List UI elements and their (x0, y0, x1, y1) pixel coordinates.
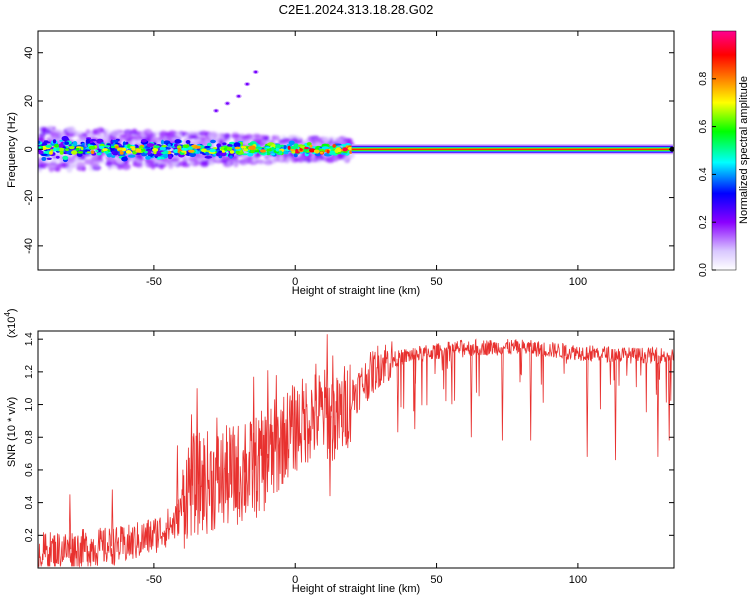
y-tick: 0.2 (24, 528, 674, 542)
y-tick-label: -40 (23, 238, 35, 254)
scale-factor-exponent: 4 (3, 312, 12, 317)
scale-factor-base: (x10 (6, 317, 18, 338)
colorbar-tick: 0.6 (698, 119, 716, 134)
x-tick: 50 (430, 331, 443, 586)
y-tick: 0.6 (24, 463, 674, 477)
colorbar-label: Normalized spectral amplitude (738, 76, 750, 224)
y-tick-label: 1.2 (24, 365, 35, 379)
y-tick: 0.4 (24, 495, 674, 510)
spectrogram-heatmap (38, 70, 674, 173)
x-tick-label: -50 (146, 574, 162, 586)
x-tick-label: 0 (292, 574, 298, 586)
colorbar-tick: 0.8 (698, 71, 716, 86)
colorbar-tick-label: 0.4 (698, 167, 709, 181)
y-tick: 1.2 (24, 365, 674, 379)
y-tick: 40 (23, 47, 674, 59)
x-tick: 0 (292, 331, 298, 586)
y-tick-label: 0.6 (24, 463, 35, 477)
y-tick-label: 0.2 (24, 528, 35, 542)
spectral-blobs (38, 135, 355, 163)
y-tick: -40 (23, 238, 674, 254)
y-tick: 0 (23, 146, 674, 152)
snr-x-ticks: -50 0 50 100 (146, 331, 587, 586)
x-tick-label: 100 (569, 276, 587, 288)
snr-frame (37, 330, 675, 569)
y-tick-label: 0.4 (24, 495, 35, 509)
colorbar-tick-label: 0.6 (698, 119, 709, 133)
colorbar-tick-label: 0.2 (698, 215, 709, 229)
spectrogram-frame (37, 30, 675, 271)
y-tick: 1.0 (24, 397, 674, 412)
x-tick: 100 (569, 31, 587, 288)
y-tick: 20 (23, 95, 674, 107)
colorbar-gradient (711, 30, 737, 271)
y-tick-label: 40 (23, 47, 35, 59)
y-tick-label: 0 (23, 146, 35, 152)
y-tick: 0.8 (24, 430, 674, 444)
x-tick: -50 (146, 31, 162, 288)
colorbar: 0.0 0.2 0.4 0.6 0.8 Normalized spectral ampl… (698, 30, 750, 277)
colorbar-tick-label: 0.0 (698, 263, 709, 277)
colorbar-tick: 0.0 (698, 263, 716, 277)
x-tick-label: 100 (569, 574, 587, 586)
x-tick: -50 (146, 331, 162, 586)
svg-text:(x104): (x104) (3, 308, 18, 338)
snr-x-axis-label: Height of straight line (km) (292, 583, 420, 595)
x-tick-label: 0 (292, 276, 298, 288)
x-tick: 50 (430, 31, 443, 288)
spectrogram-y-ticks: -40 -20 0 20 40 (23, 47, 674, 254)
chart-title: C2E1.2024.313.18.28.G02 (279, 2, 434, 17)
snr-y-axis-label: SNR (10 * v/v) (6, 397, 18, 467)
y-tick-label: 20 (23, 95, 35, 107)
snr-background (38, 331, 674, 568)
spectrogram-x-axis-label: Height of straight line (km) (292, 285, 420, 297)
y-tick-label: 1.4 (24, 332, 35, 346)
x-tick-label: 50 (430, 574, 442, 586)
x-tick: 100 (569, 331, 587, 586)
colorbar-ticks: 0.0 0.2 0.4 0.6 0.8 (698, 71, 716, 277)
x-tick-label: -50 (146, 276, 162, 288)
x-tick-label: 50 (430, 276, 442, 288)
snr-series-line (38, 334, 674, 568)
snr-y-ticks: 0.2 0.4 0.6 0.8 1.0 1.2 1.4 (24, 332, 674, 542)
y-tick-label: 1.0 (24, 397, 35, 411)
snr-panel: -50 0 50 100 0.2 0.4 0.6 0.8 1.0 1.2 1.4 Height o… (3, 308, 675, 595)
y-tick: -20 (23, 190, 674, 206)
spectrogram-panel: -50 0 50 100 -40 -20 0 20 40 Height of straight… (6, 30, 675, 297)
x-tick: 0 (292, 31, 298, 288)
spectrogram-x-ticks: -50 0 50 100 (146, 31, 587, 288)
spectrogram-y-axis-label: Frequency (Hz) (6, 112, 18, 188)
colorbar-tick: 0.4 (698, 167, 716, 181)
colorbar-tick: 0.2 (698, 215, 716, 229)
rising-trail (213, 70, 259, 113)
y-tick-label: -20 (23, 190, 35, 206)
snr-scale-factor: (x104) (3, 308, 18, 338)
y-tick: 1.4 (24, 332, 674, 346)
colorbar-tick-label: 0.8 (698, 71, 709, 85)
y-tick-label: 0.8 (24, 430, 35, 444)
main-frequency-line (351, 144, 674, 155)
